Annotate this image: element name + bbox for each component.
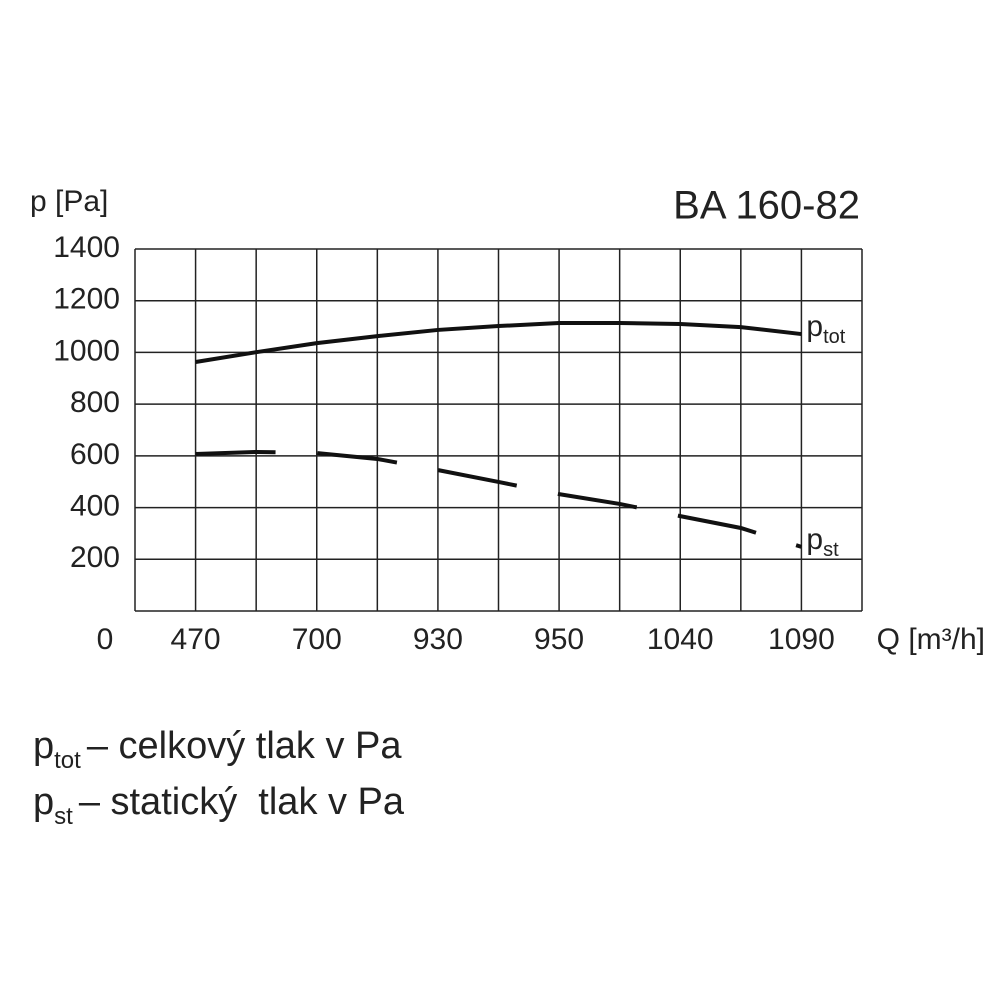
x-tick-label: 1090	[768, 623, 835, 656]
y-tick-label: 600	[70, 438, 120, 471]
y-tick-label: 1200	[53, 283, 120, 316]
legend-sub: tot	[54, 747, 81, 774]
legend-text: – celkový tlak v Pa	[87, 725, 403, 767]
chart-title: BA 160-82	[673, 184, 860, 228]
legend-text: – statický tlak v Pa	[79, 781, 405, 823]
series-label: ptot	[806, 310, 845, 348]
x-tick-label: 700	[292, 623, 342, 656]
origin-label: 0	[97, 623, 114, 656]
x-tick-label: 930	[413, 623, 463, 656]
series-name: p	[806, 523, 823, 556]
x-tick-label: 950	[534, 623, 584, 656]
series-label: pst	[806, 523, 839, 561]
legend-symbol: p	[33, 781, 54, 823]
series-line	[195, 449, 803, 549]
series-line	[195, 320, 802, 364]
y-tick-label: 800	[70, 386, 120, 419]
x-tick-label: 470	[171, 623, 221, 656]
legend-symbol: p	[33, 725, 54, 767]
y-tick-label: 400	[70, 489, 120, 522]
x-axis-label: Q [m³/h]	[877, 623, 985, 656]
legend-sub: st	[54, 803, 73, 830]
series-sub: st	[823, 539, 839, 561]
y-tick-label: 1000	[53, 334, 120, 367]
legend-entry: pst – statický tlak v Pa	[33, 781, 405, 830]
y-tick-label: 200	[70, 541, 120, 574]
y-tick-label: 1400	[53, 231, 120, 264]
series-name: p	[806, 310, 823, 343]
x-tick-label: 1040	[647, 623, 714, 656]
y-axis-label: p [Pa]	[30, 185, 108, 218]
series-sub: tot	[823, 326, 846, 348]
legend-entry: ptot – celkový tlak v Pa	[33, 725, 402, 774]
